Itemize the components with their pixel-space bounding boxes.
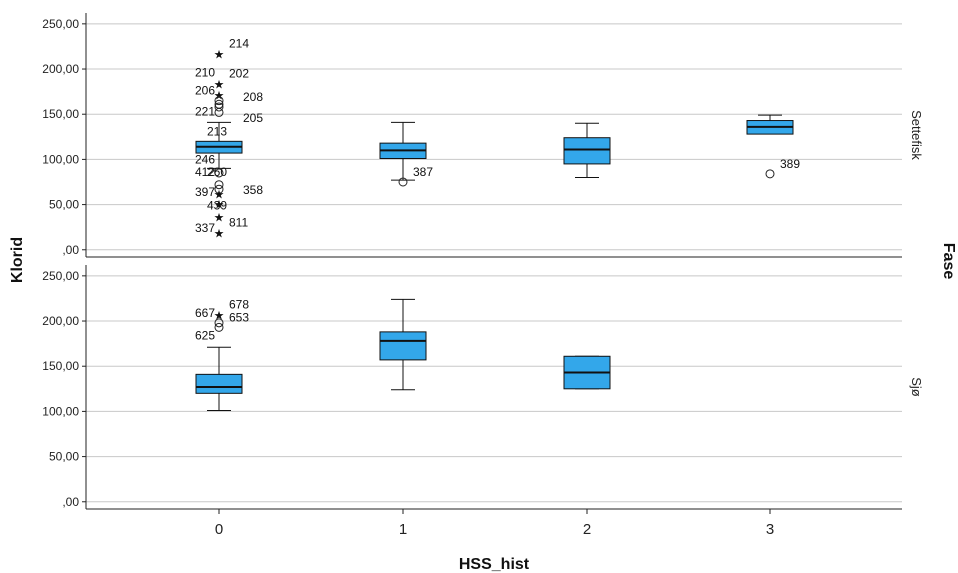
outlier-circle (214, 96, 224, 106)
outlier-label: 358 (243, 183, 263, 197)
outlier-label: 206 (195, 84, 215, 98)
box-2 (563, 355, 611, 390)
outlier-star: ★ (214, 309, 225, 323)
y-tick-label: 150,00 (42, 107, 79, 121)
outlier-label: 387 (413, 165, 433, 179)
outlier-label: 205 (243, 111, 263, 125)
outlier-star: ★ (214, 188, 225, 202)
outlier-label: 246 (195, 152, 215, 166)
outlier-star: ★ (214, 88, 225, 102)
outlier-circle (398, 177, 408, 187)
y-tick-label: 100,00 (42, 152, 79, 166)
outlier-circle (214, 107, 224, 117)
y-tick-label: 150,00 (42, 359, 79, 373)
outlier-circle (214, 180, 224, 190)
outlier-label: 210 (195, 66, 215, 80)
y-tick-label: ,00 (62, 243, 79, 257)
iqr-box (195, 373, 243, 394)
y-tick-label: 250,00 (42, 269, 79, 283)
outlier-label: 389 (780, 157, 800, 171)
y-tick-label: 50,00 (49, 450, 79, 464)
y-axis-title: Klorid (9, 237, 26, 283)
facet-title: Fase (940, 243, 957, 280)
x-tick-label: 1 (399, 521, 407, 538)
outlier-label: 625 (195, 328, 215, 342)
iqr-box (563, 137, 611, 165)
facet-label: Settefisk (909, 110, 924, 160)
x-tick-label: 2 (583, 521, 591, 538)
panel-1: ,0050,00100,00150,00200,00250,00Sjø★6786… (42, 265, 924, 510)
outlier-circle (214, 322, 224, 332)
y-tick-label: 100,00 (42, 404, 79, 418)
outlier-circle (214, 102, 224, 112)
outlier-star: ★ (214, 227, 225, 241)
x-tick-label: 0 (215, 521, 223, 538)
iqr-box (379, 331, 427, 361)
outlier-circle (214, 318, 224, 328)
facet-label: Sjø (909, 377, 924, 397)
outlier-circle (214, 184, 224, 194)
outlier-star: ★ (214, 210, 225, 224)
outlier-star: ★ (214, 48, 225, 62)
outlier-label: 337 (195, 221, 215, 235)
outlier-label: 260 (207, 165, 227, 179)
box-1 (379, 298, 427, 391)
outlier-label: 397 (195, 185, 215, 199)
outlier-label: 213 (207, 124, 227, 138)
outlier-circle (214, 168, 224, 178)
outlier-label: 221 (195, 105, 215, 119)
y-tick-label: 250,00 (42, 17, 79, 31)
y-tick-label: 200,00 (42, 314, 79, 328)
x-axis: 0 1 2 3 (215, 509, 774, 538)
panels: ,0050,00100,00150,00200,00250,00Settefis… (42, 13, 924, 538)
outlier-label: 412 (195, 165, 215, 179)
outlier-label: 653 (229, 310, 249, 324)
y-tick-label: 50,00 (49, 198, 79, 212)
outlier-label: 678 (229, 298, 249, 312)
outlier-circle (765, 169, 775, 179)
outlier-star: ★ (214, 198, 225, 212)
x-tick-label: 3 (766, 521, 774, 538)
box-1 (379, 121, 427, 181)
box-0 (195, 346, 243, 411)
outlier-label: 214 (229, 37, 249, 51)
outlier-star: ★ (214, 77, 225, 91)
outlier-label: 811 (229, 216, 248, 230)
panel-0: ,00 50,00 100,00 150,00 200,00 250,00 Settefis… (42, 13, 924, 258)
box-2 (563, 122, 611, 178)
box-0 (195, 121, 243, 169)
box-3 (746, 114, 794, 135)
outlier-label: 202 (229, 66, 249, 80)
outlier-label: 667 (195, 306, 215, 320)
outlier-label: 208 (243, 90, 263, 104)
y-tick-label: ,00 (62, 495, 79, 509)
y-tick-label: 200,00 (42, 62, 79, 76)
outlier-label: 439 (207, 198, 227, 212)
x-axis-title: HSS_hist (459, 556, 530, 573)
